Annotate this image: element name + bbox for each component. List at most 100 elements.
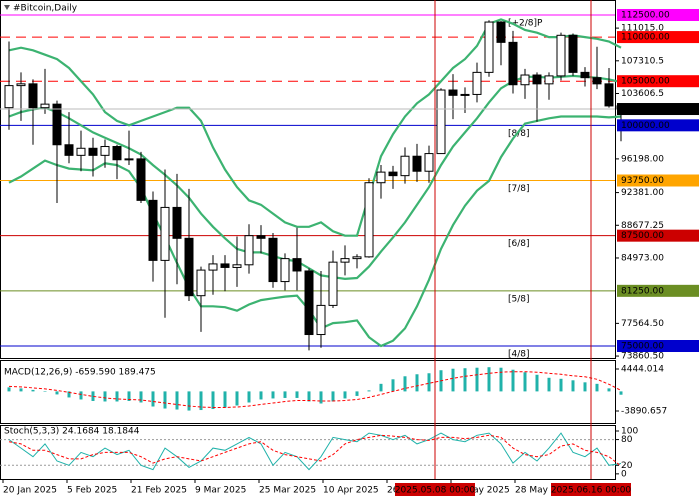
macd-bar: [319, 391, 323, 404]
candle-body: [328, 261, 338, 306]
murrey-label: [7/8]: [508, 184, 530, 194]
murrey-label: [8/8]: [508, 129, 530, 139]
candle-body: [544, 75, 554, 85]
murrey-label: [5/8]: [508, 294, 530, 304]
y-tick-label: 84973.00: [621, 253, 664, 263]
x-tick-label: 10 Apr 2025: [323, 486, 379, 496]
candle-body: [436, 89, 446, 155]
y-tick-label: 96198.00: [621, 154, 664, 164]
y-tick-label: 88677.25: [621, 221, 664, 231]
macd-bar: [511, 369, 515, 392]
macd-bar: [415, 374, 419, 392]
candle-body: [16, 83, 26, 87]
x-tick-label: 9 Mar 2025: [195, 486, 246, 496]
x-tick-label: 5 Feb 2025: [67, 486, 117, 496]
macd-bar: [595, 383, 599, 392]
candle-body: [280, 258, 290, 283]
marker-box: [551, 483, 631, 496]
candle-body: [4, 85, 14, 109]
macd-bar: [247, 391, 251, 403]
candle-body: [604, 83, 614, 107]
candle-body: [196, 269, 206, 297]
level-label: 75000.00: [621, 342, 664, 352]
macd-bar: [91, 391, 95, 401]
candle-body: [220, 263, 230, 268]
bollinger-lower: [8, 115, 622, 348]
level-label-box: [617, 229, 699, 242]
macd-bar: [367, 390, 371, 392]
candle-body: [364, 182, 374, 258]
y-tick-label: 20: [621, 461, 633, 471]
macd-bar: [571, 380, 575, 392]
level-label: 105000.00: [621, 77, 670, 87]
candle-body: [424, 153, 434, 172]
last-price-box: [617, 103, 699, 116]
macd-bar: [463, 368, 467, 392]
x-tick-label: 25 Mar 2025: [259, 486, 316, 496]
macd-bar: [259, 391, 263, 400]
candle-body: [520, 74, 530, 86]
macd-bar: [199, 391, 203, 411]
macd-bar: [235, 391, 239, 406]
macd-bar: [187, 391, 191, 411]
level-label-box: [617, 31, 699, 44]
x-tick-label: 28 May 2025: [515, 486, 574, 496]
macd-bar: [115, 391, 119, 402]
macd-bar: [403, 376, 407, 392]
marker-box: [395, 483, 475, 496]
stoch-main: [8, 432, 622, 471]
chart-title: #Bitcoin,Daily: [13, 4, 78, 14]
macd-bar: [211, 391, 215, 410]
macd-bar: [499, 367, 503, 392]
y-tick-label: 107310.5: [621, 56, 664, 66]
y-tick-label: -3890.657: [621, 407, 667, 417]
candle-body: [448, 89, 458, 96]
macd-bar: [271, 391, 275, 399]
level-label: 100000.00: [621, 121, 670, 131]
macd-bar: [223, 391, 227, 408]
macd-bar: [451, 368, 455, 392]
candle-body: [532, 74, 542, 85]
macd-bar: [523, 372, 527, 392]
macd-bar: [67, 391, 71, 398]
panel-frame: [0, 360, 616, 424]
panel-frame: [0, 0, 616, 359]
stoch-signal: [8, 434, 622, 467]
macd-bar: [391, 379, 395, 392]
candle-body: [76, 147, 86, 156]
murrey-label: [6/8]: [508, 239, 530, 249]
candle-body: [184, 237, 194, 297]
candle-body: [316, 304, 326, 336]
murrey-label: [4/8]: [508, 350, 530, 360]
level-label: 112500.00: [621, 10, 670, 20]
macd-bar: [139, 391, 143, 403]
candle-body: [592, 77, 602, 85]
y-tick-label: 4444.014: [621, 365, 664, 375]
candle-body: [460, 93, 470, 96]
last-price-label: 101847.96: [621, 105, 670, 115]
macd-bar: [103, 391, 107, 402]
candle-body: [556, 34, 566, 77]
macd-bar: [127, 391, 131, 401]
bollinger-upper: [8, 18, 622, 237]
candle-body: [172, 206, 182, 239]
macd-bar: [379, 383, 383, 392]
candle-body: [376, 171, 386, 184]
macd-bar: [175, 391, 179, 410]
candle-body: [412, 155, 422, 172]
candle-body: [472, 71, 482, 95]
macd-bar: [43, 391, 47, 392]
candle-body: [568, 34, 578, 73]
candle-body: [496, 21, 506, 43]
candle-body: [52, 103, 62, 146]
macd-bar: [427, 373, 431, 392]
macd-bar: [307, 391, 311, 402]
bollinger-middle: [8, 74, 622, 281]
y-tick-label: 103606.5: [621, 89, 664, 99]
candle-body: [148, 199, 158, 261]
macd-bar: [607, 388, 611, 392]
macd-bar: [151, 391, 155, 407]
macd-bar: [559, 378, 563, 392]
candle-body: [208, 263, 218, 271]
candle-body: [388, 171, 398, 177]
